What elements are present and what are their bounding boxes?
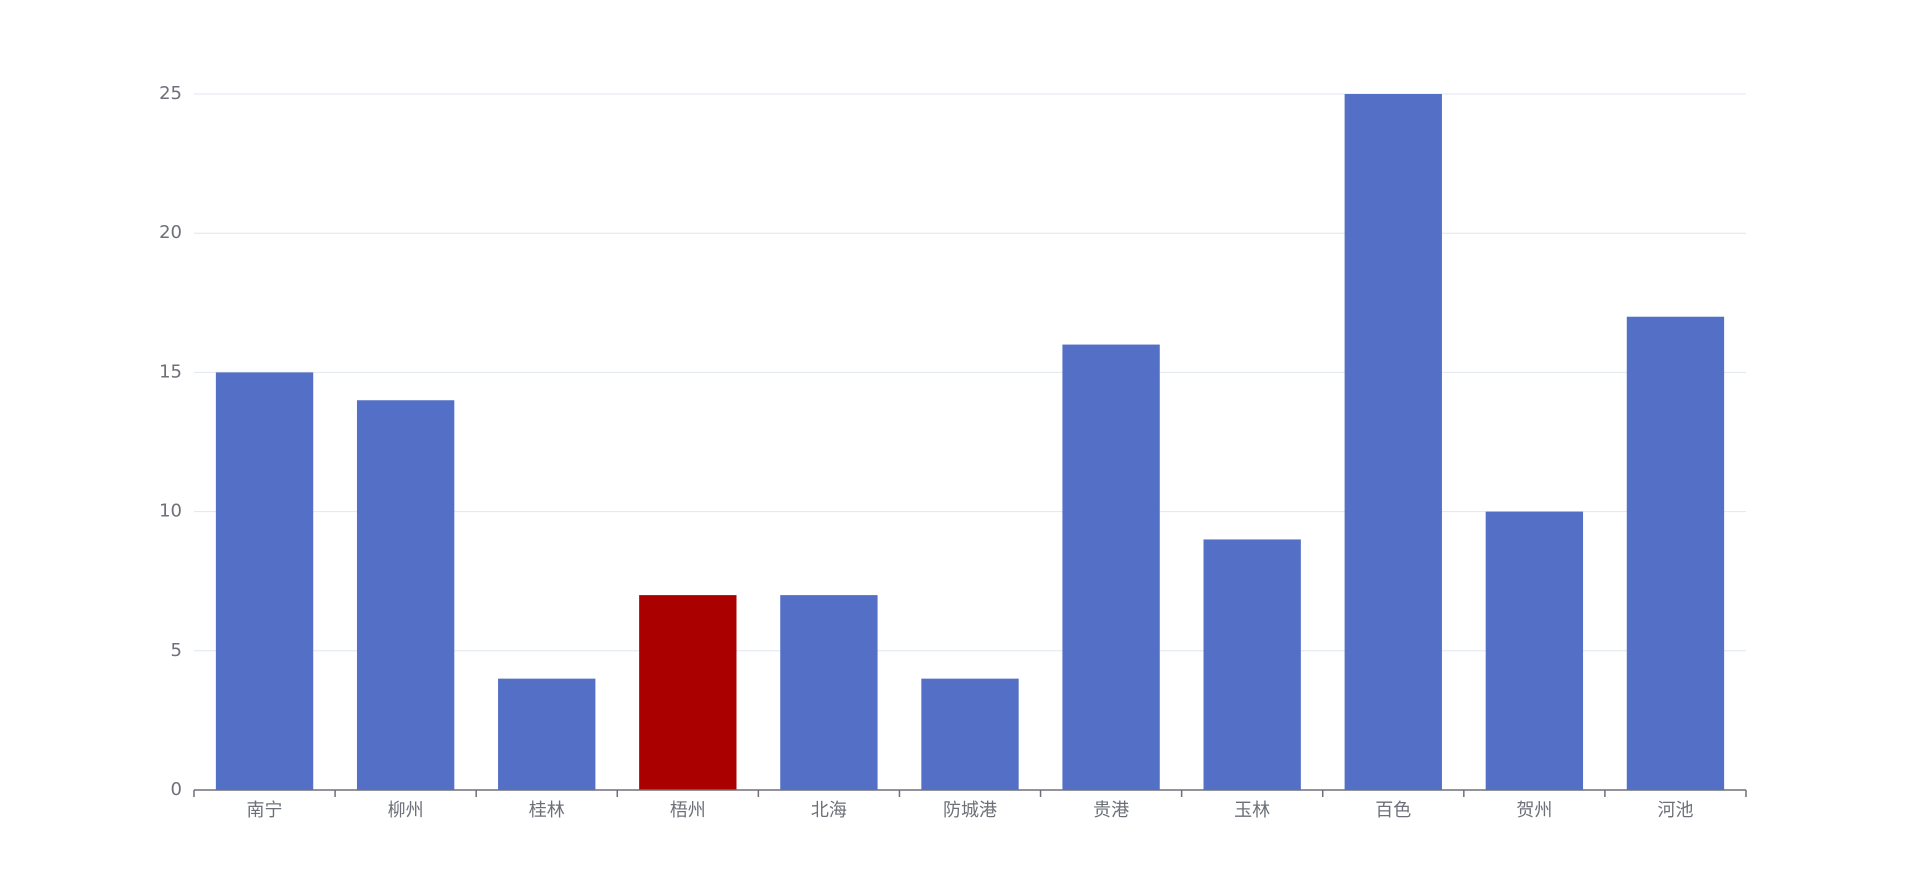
- x-tick-label: 百色: [1375, 800, 1411, 821]
- y-tick-label: 0: [171, 779, 182, 800]
- bar: [780, 595, 878, 790]
- bar: [1626, 316, 1725, 790]
- bar: [498, 678, 596, 790]
- x-tick-label: 玉林: [1234, 800, 1270, 821]
- bar: [1485, 511, 1584, 790]
- y-tick-label: 20: [159, 222, 182, 243]
- bar: [215, 372, 314, 790]
- x-tick-label: 河池: [1657, 800, 1693, 821]
- bar: [1344, 94, 1442, 790]
- x-tick-label: 南宁: [247, 800, 283, 821]
- bar: [921, 678, 1019, 790]
- x-tick-label: 柳州: [388, 800, 424, 821]
- x-tick-label: 防城港: [943, 800, 997, 821]
- x-tick-label: 贵港: [1093, 800, 1129, 821]
- bar: [1203, 539, 1301, 790]
- x-tick-label: 北海: [811, 800, 847, 821]
- x-tick-label: 梧州: [670, 800, 706, 821]
- y-tick-label: 15: [159, 361, 182, 382]
- y-tick-label: 10: [159, 501, 182, 522]
- bar: [1062, 344, 1160, 790]
- bar: [639, 595, 737, 790]
- y-tick-label: 5: [171, 640, 182, 661]
- x-tick-label: 贺州: [1516, 800, 1552, 821]
- x-tick-label: 桂林: [529, 800, 565, 821]
- bar: [356, 400, 455, 790]
- y-tick-label: 25: [159, 83, 182, 104]
